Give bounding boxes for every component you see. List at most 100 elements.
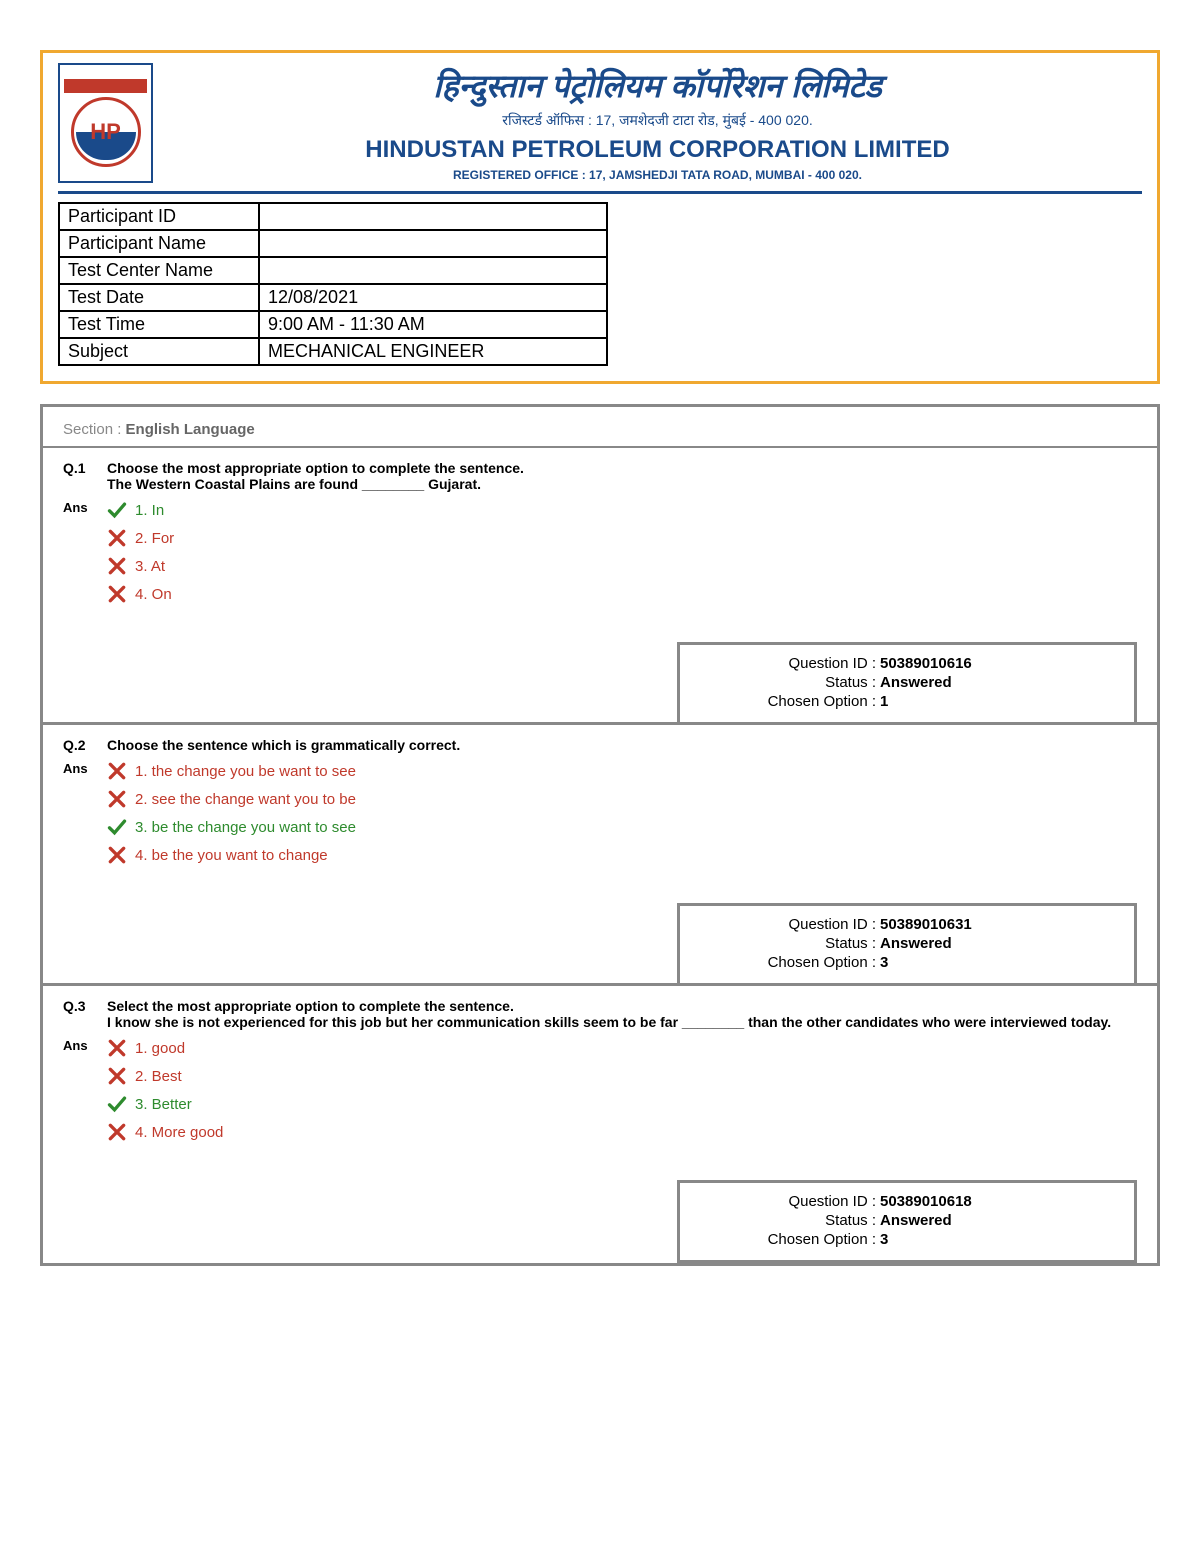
english-subtitle: REGISTERED OFFICE : 17, JAMSHEDJI TATA R… [173, 168, 1142, 182]
option-text: 4. More good [135, 1124, 223, 1141]
info-row: Participant ID [59, 203, 607, 230]
chosen-option-value: 1 [880, 693, 888, 710]
info-row: Test Time9:00 AM - 11:30 AM [59, 311, 607, 338]
chosen-option-label: Chosen Option : [700, 693, 880, 710]
cross-icon [107, 556, 127, 576]
question-id-value: 50389010618 [880, 1193, 972, 1210]
cross-icon [107, 1122, 127, 1142]
answer-option: 2. see the change want you to be [107, 789, 1137, 809]
hindi-title: हिन्दुस्तान पेट्रोलियम कॉर्पोरेशन लिमिटे… [173, 64, 1142, 107]
question-number: Q.2 [63, 737, 95, 753]
cross-icon [107, 761, 127, 781]
cross-icon [107, 845, 127, 865]
option-text: 4. On [135, 586, 172, 603]
answer-label: Ans [63, 500, 95, 612]
chosen-option-value: 3 [880, 954, 888, 971]
info-label: Test Time [59, 311, 259, 338]
answer-label: Ans [63, 761, 95, 873]
question-id-row: Question ID : 50389010631 [700, 916, 1114, 933]
logo-circle: HP [71, 97, 141, 167]
info-row: SubjectMECHANICAL ENGINEER [59, 338, 607, 365]
info-value: MECHANICAL ENGINEER [259, 338, 607, 365]
info-value: 9:00 AM - 11:30 AM [259, 311, 607, 338]
question-number: Q.3 [63, 998, 95, 1030]
option-text: 3. be the change you want to see [135, 819, 356, 836]
logo: HP [58, 63, 153, 183]
answer-option: 1. good [107, 1038, 1137, 1058]
info-row: Test Center Name [59, 257, 607, 284]
logo-bar [64, 79, 147, 93]
chosen-option-row: Chosen Option : 1 [700, 693, 1114, 710]
check-icon [107, 817, 127, 837]
section-name: English Language [126, 421, 255, 438]
chosen-option-label: Chosen Option : [700, 1231, 880, 1248]
question-status-value: Answered [880, 1212, 952, 1229]
question-status-label: Status : [700, 935, 880, 952]
info-value [259, 203, 607, 230]
answer-option: 3. be the change you want to see [107, 817, 1137, 837]
question-id-label: Question ID : [700, 1193, 880, 1210]
question-text: Select the most appropriate option to co… [107, 998, 1137, 1030]
answer-label: Ans [63, 1038, 95, 1150]
question-id-row: Question ID : 50389010618 [700, 1193, 1114, 1210]
info-value: 12/08/2021 [259, 284, 607, 311]
question-meta-box: Question ID : 50389010618Status : Answer… [677, 1180, 1137, 1263]
participant-info-table: Participant IDParticipant NameTest Cente… [58, 202, 608, 366]
banner: HP हिन्दुस्तान पेट्रोलियम कॉर्पोरेशन लिम… [58, 63, 1142, 194]
option-text: 2. see the change want you to be [135, 791, 356, 808]
question-status-row: Status : Answered [700, 935, 1114, 952]
answer-option: 2. For [107, 528, 1137, 548]
english-title: HINDUSTAN PETROLEUM CORPORATION LIMITED [173, 136, 1142, 164]
answer-option: 3. At [107, 556, 1137, 576]
chosen-option-label: Chosen Option : [700, 954, 880, 971]
chosen-option-row: Chosen Option : 3 [700, 954, 1114, 971]
question-id-value: 50389010616 [880, 655, 972, 672]
option-text: 1. the change you be want to see [135, 763, 356, 780]
info-label: Subject [59, 338, 259, 365]
option-text: 1. good [135, 1040, 185, 1057]
question-text: Choose the most appropriate option to co… [107, 460, 1137, 492]
info-value [259, 230, 607, 257]
section-box: Section : English Language Q.1 Choose the… [40, 404, 1160, 1266]
section-prefix: Section : [63, 421, 126, 438]
options-list: 1. the change you be want to see 2. see t… [107, 761, 1137, 873]
question-status-label: Status : [700, 1212, 880, 1229]
answer-option: 1. the change you be want to see [107, 761, 1137, 781]
cross-icon [107, 1038, 127, 1058]
info-value [259, 257, 607, 284]
chosen-option-row: Chosen Option : 3 [700, 1231, 1114, 1248]
option-text: 2. For [135, 530, 174, 547]
cross-icon [107, 584, 127, 604]
answer-option: 4. be the you want to change [107, 845, 1137, 865]
question-status-value: Answered [880, 935, 952, 952]
question-status-label: Status : [700, 674, 880, 691]
question-block: Q.1 Choose the most appropriate option to… [43, 446, 1157, 722]
logo-text: HP [90, 119, 121, 145]
info-label: Participant Name [59, 230, 259, 257]
question-id-row: Question ID : 50389010616 [700, 655, 1114, 672]
question-id-label: Question ID : [700, 916, 880, 933]
option-text: 4. be the you want to change [135, 847, 328, 864]
info-label: Test Center Name [59, 257, 259, 284]
answer-option: 4. More good [107, 1122, 1137, 1142]
question-status-row: Status : Answered [700, 674, 1114, 691]
question-id-label: Question ID : [700, 655, 880, 672]
cross-icon [107, 1066, 127, 1086]
cross-icon [107, 528, 127, 548]
banner-text: हिन्दुस्तान पेट्रोलियम कॉर्पोरेशन लिमिटे… [173, 64, 1142, 182]
section-header: Section : English Language [43, 407, 1157, 446]
question-meta-box: Question ID : 50389010631Status : Answer… [677, 903, 1137, 983]
answer-option: 4. On [107, 584, 1137, 604]
answer-option: 2. Best [107, 1066, 1137, 1086]
answer-option: 1. In [107, 500, 1137, 520]
header-box: HP हिन्दुस्तान पेट्रोलियम कॉर्पोरेशन लिम… [40, 50, 1160, 384]
question-id-value: 50389010631 [880, 916, 972, 933]
option-text: 3. Better [135, 1096, 192, 1113]
question-meta-box: Question ID : 50389010616 Status : Answer… [677, 642, 1137, 722]
option-text: 3. At [135, 558, 165, 575]
info-row: Participant Name [59, 230, 607, 257]
question-number: Q.1 [63, 460, 95, 492]
options-list: 1. In 2. For 3. At 4. On [107, 500, 1137, 612]
option-text: 1. In [135, 502, 164, 519]
question-text: Choose the sentence which is grammatical… [107, 737, 1137, 753]
